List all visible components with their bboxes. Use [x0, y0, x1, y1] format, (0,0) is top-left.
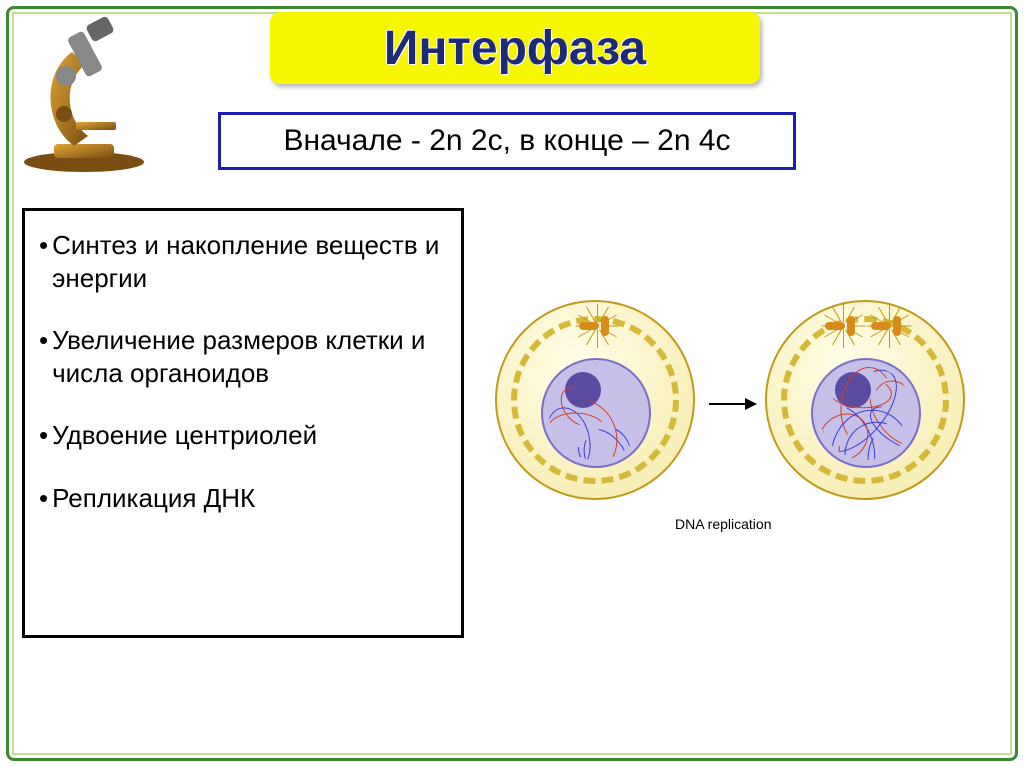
microscope-icon	[14, 14, 154, 174]
diagram-caption: DNA replication	[675, 516, 772, 532]
bullet-text: Удвоение центриолей	[52, 419, 317, 452]
cell-after	[765, 300, 965, 500]
cell-before	[495, 300, 695, 500]
title-text: Интерфаза	[384, 21, 646, 76]
bullet-text: Репликация ДНК	[52, 482, 255, 515]
bullet-item: • Репликация ДНК	[39, 482, 447, 515]
title-box: Интерфаза	[270, 12, 760, 84]
bullet-item: • Увеличение размеров клетки и числа орг…	[39, 324, 447, 389]
bullet-text: Увеличение размеров клетки и числа орган…	[52, 324, 447, 389]
bullets-box: • Синтез и накопление веществ и энергии …	[22, 208, 464, 638]
arrow-icon	[709, 398, 757, 410]
bullet-text: Синтез и накопление веществ и энергии	[52, 229, 447, 294]
bullet-item: • Удвоение центриолей	[39, 419, 447, 452]
bullet-item: • Синтез и накопление веществ и энергии	[39, 229, 447, 294]
dna-replication-diagram: DNA replication	[495, 300, 995, 600]
subtitle-box: Вначале - 2n 2c, в конце – 2n 4c	[218, 112, 796, 170]
subtitle-text: Вначале - 2n 2c, в конце – 2n 4c	[283, 124, 730, 158]
